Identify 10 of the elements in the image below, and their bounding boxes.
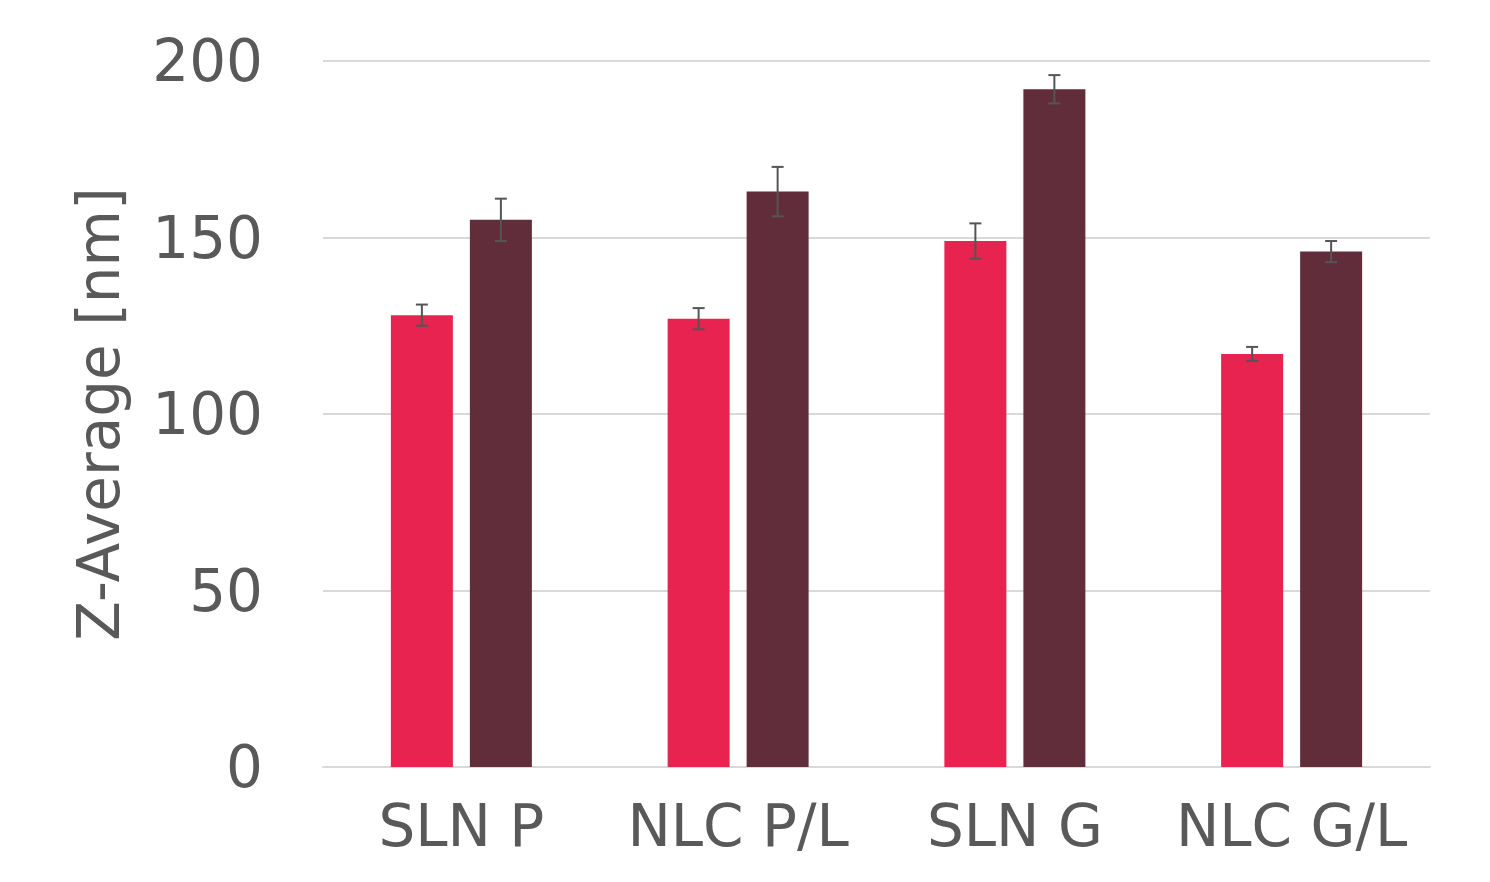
y-tick-label: 200 [152,27,263,95]
y-tick-label: 50 [189,556,263,625]
y-tick-label: 150 [152,203,263,272]
y-tick-label: 0 [226,733,263,801]
x-tick-label: NLC P/L [627,792,849,860]
y-tick-label: 100 [152,380,263,448]
x-tick-label: SLN G [926,792,1103,860]
y-axis-title: Z-Average [nm] [65,187,133,641]
x-tick-label: SLN P [378,792,545,860]
x-tick-label: NLC G/L [1175,792,1408,860]
